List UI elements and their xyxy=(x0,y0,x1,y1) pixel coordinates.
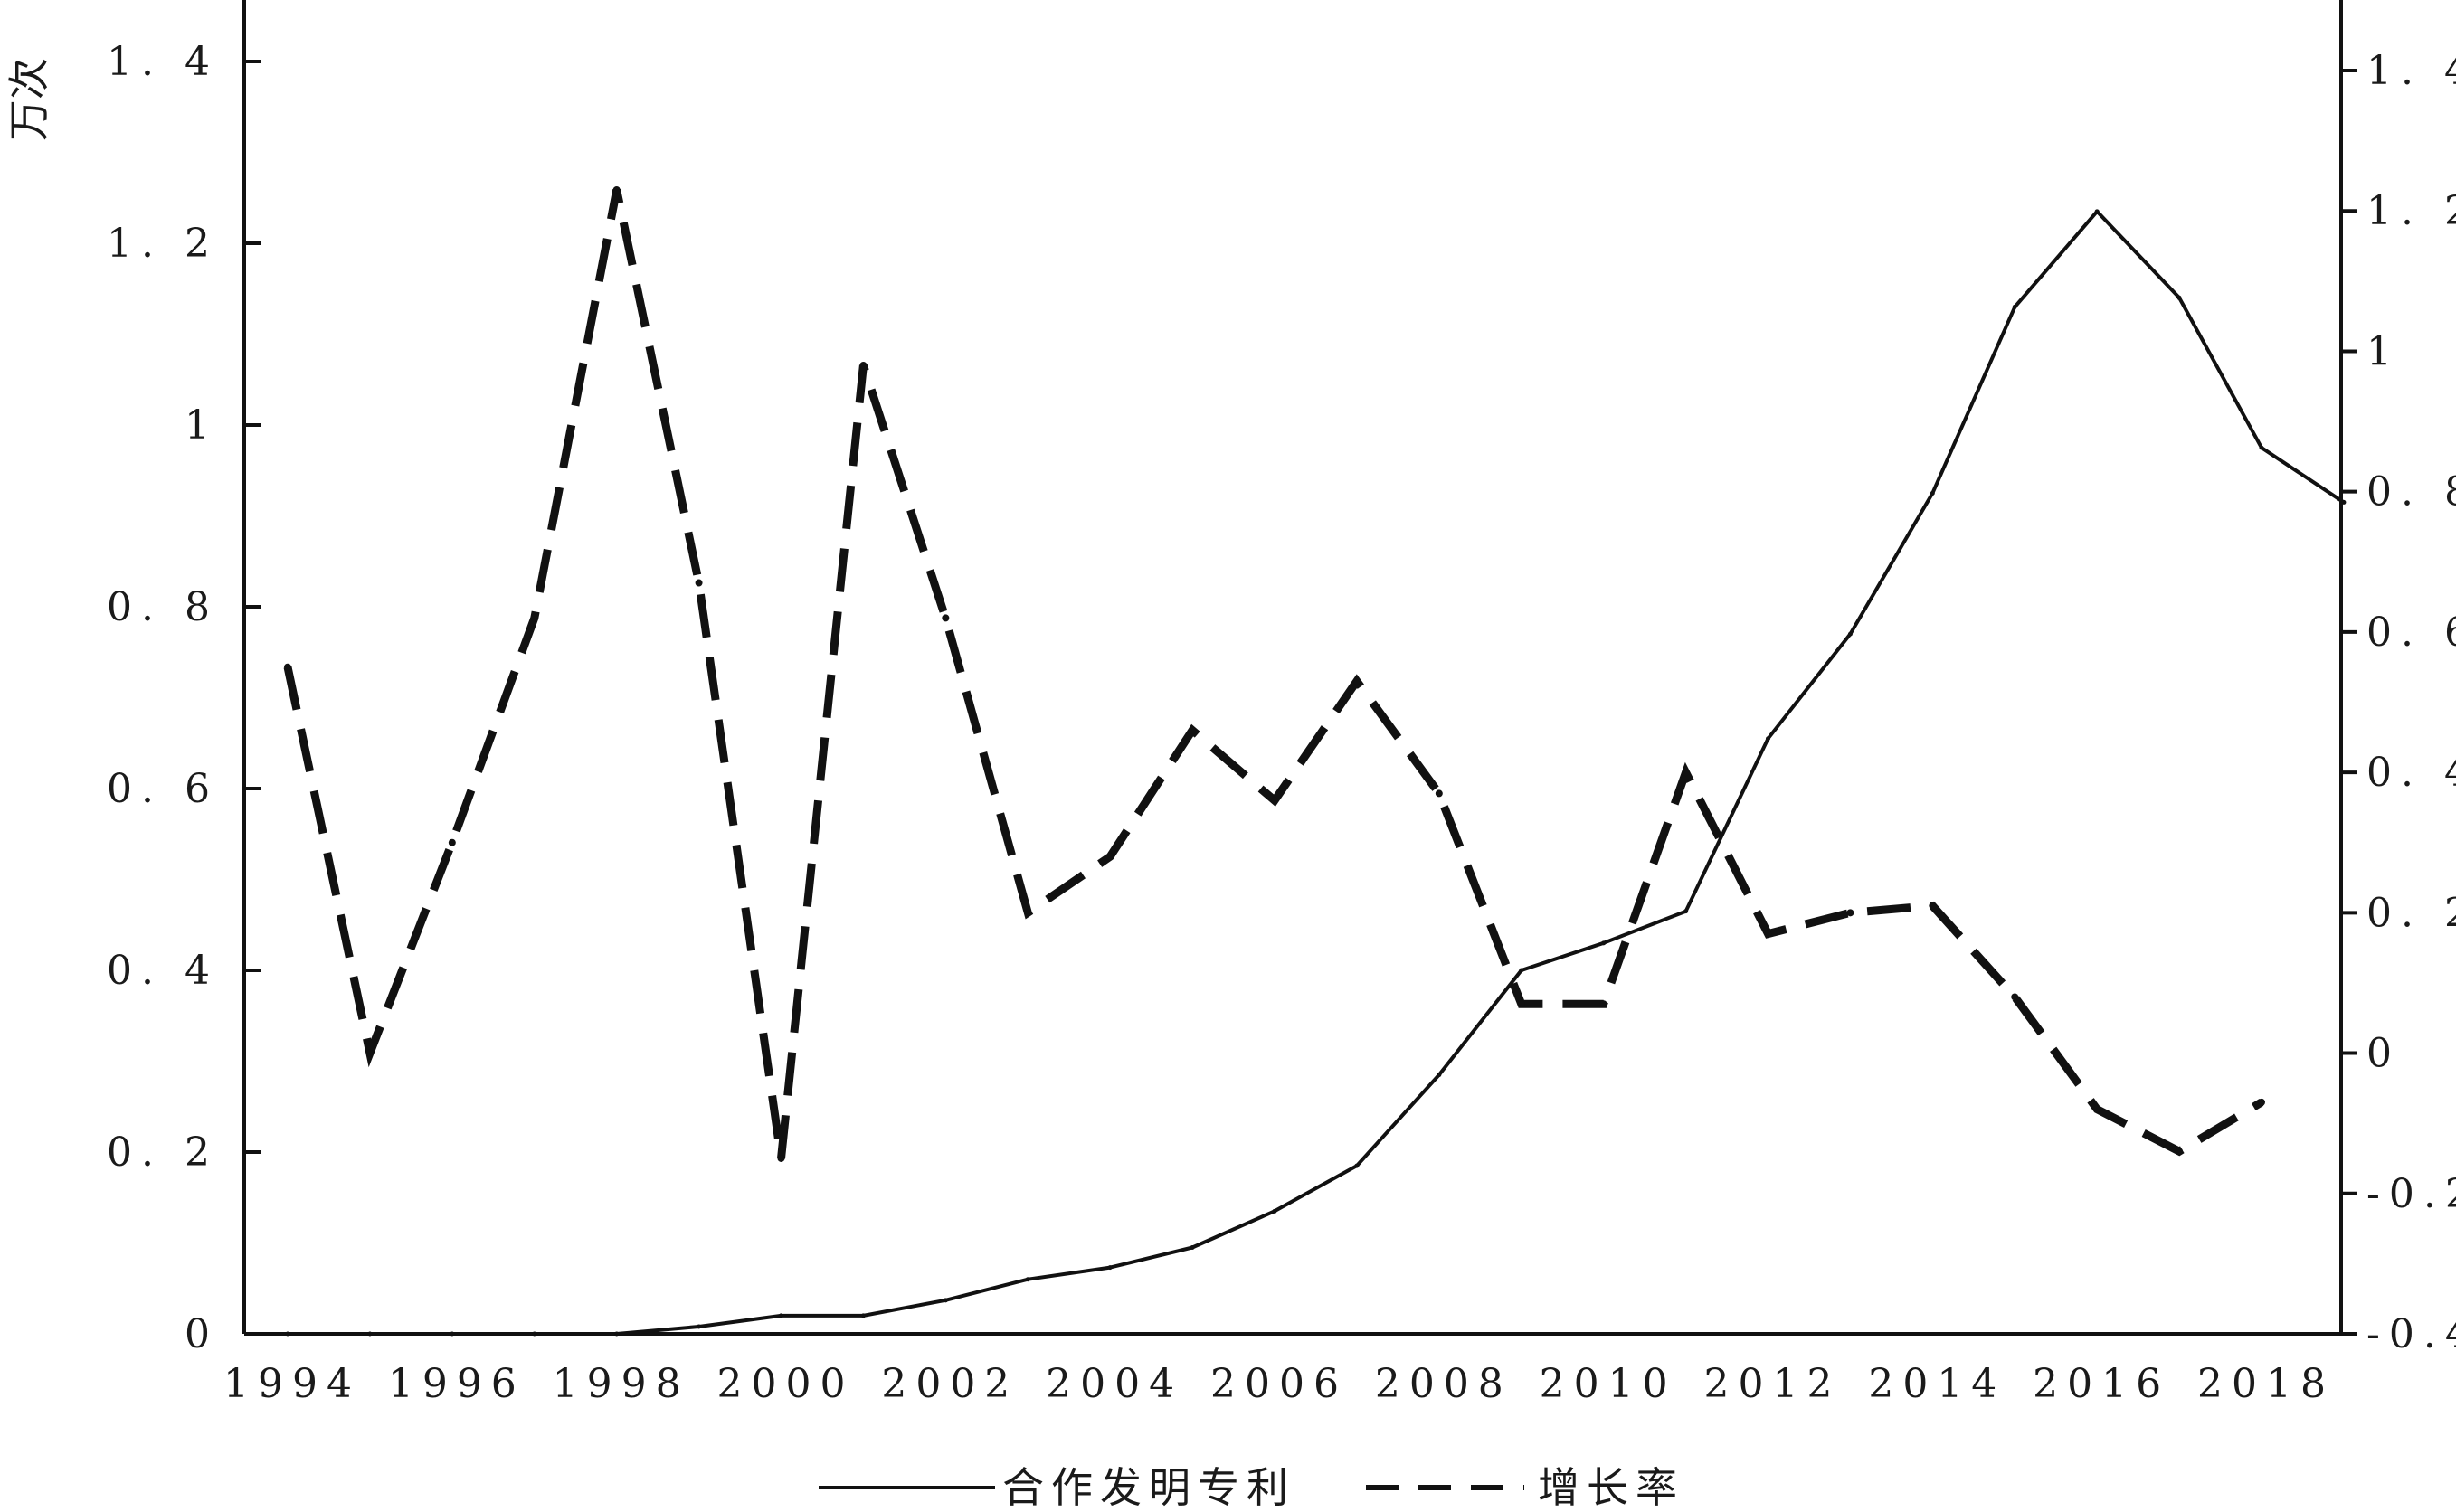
right-y-tick-label: 0. 2 xyxy=(2366,890,2456,936)
data-point-patents xyxy=(697,1324,702,1329)
data-point-growth xyxy=(1599,1000,1607,1008)
legend-label-patents: 合作发明专利 xyxy=(1002,1463,1295,1512)
x-tick-label: 2010 xyxy=(1540,1361,1677,1407)
data-point-patents xyxy=(614,1331,620,1337)
data-point-patents xyxy=(1519,968,1524,973)
data-point-patents xyxy=(943,1298,948,1303)
data-point-patents xyxy=(367,1331,373,1337)
right-y-tick-label: 0. 4 xyxy=(2366,750,2456,796)
data-point-patents xyxy=(2094,209,2100,214)
data-point-growth xyxy=(1435,789,1443,798)
data-point-growth xyxy=(1517,1000,1525,1008)
right-y-tick-label: -0.4 xyxy=(2366,1311,2456,1357)
left-y-tick-label: 1 xyxy=(185,402,219,449)
data-point-patents xyxy=(1683,909,1689,914)
data-point-patents xyxy=(1190,1245,1195,1251)
data-point-growth xyxy=(1024,909,1032,917)
series-line-growth xyxy=(283,188,2264,1159)
left-y-tick-label: 1. 4 xyxy=(107,39,219,85)
x-tick-label: 1996 xyxy=(388,1361,526,1407)
data-point-growth xyxy=(365,1049,374,1057)
data-point-patents xyxy=(450,1331,455,1337)
data-point-patents xyxy=(1025,1277,1030,1282)
left-y-tick-label: 0. 6 xyxy=(107,766,219,812)
right-y-tick-label: 1. 2 xyxy=(2366,188,2456,234)
data-point-growth xyxy=(2176,1148,2184,1156)
x-tick-label: 1998 xyxy=(553,1361,690,1407)
data-point-growth xyxy=(1682,769,1690,777)
data-point-growth xyxy=(695,579,703,587)
data-point-growth xyxy=(448,838,456,846)
right-y-tick-label: 1 xyxy=(2366,328,2401,374)
data-point-patents xyxy=(532,1331,537,1337)
x-tick-label: 2014 xyxy=(1868,1361,2006,1407)
data-point-patents xyxy=(1272,1208,1277,1214)
right-y-tick-label: 0 xyxy=(2366,1031,2401,1077)
right-y-tick-label: 0. 8 xyxy=(2366,469,2456,515)
y-axis-title: 万次 xyxy=(5,58,53,141)
series-line-patents xyxy=(288,209,2346,1336)
x-tick-label: 2016 xyxy=(2033,1361,2170,1407)
data-point-growth xyxy=(1106,853,1114,861)
axes: 0 0. 2 0. 4 0. 6 0. 8 1 1. 2 1. 4 -0.4 -0.2 0 0. 2 0… xyxy=(107,0,2456,1407)
x-tick-label: 1994 xyxy=(223,1361,361,1407)
data-point-patents xyxy=(779,1313,783,1318)
left-y-tick-label: 0. 2 xyxy=(107,1129,219,1176)
data-point-patents xyxy=(1354,1163,1360,1168)
data-point-patents xyxy=(1107,1265,1113,1271)
data-point-growth xyxy=(2011,993,2019,1001)
data-point-growth xyxy=(1189,726,1197,734)
x-tick-label: 2004 xyxy=(1046,1361,1183,1407)
data-point-patents xyxy=(1766,736,1770,742)
right-y-tick-label: -0.2 xyxy=(2366,1171,2456,1217)
x-tick-label: 2008 xyxy=(1375,1361,1512,1407)
x-tick-label: 2012 xyxy=(1704,1361,1842,1407)
data-point-patents xyxy=(285,1331,290,1337)
legend-label-growth: 增长率 xyxy=(1538,1463,1684,1512)
data-point-patents xyxy=(1601,940,1607,946)
data-point-growth xyxy=(1929,902,1937,910)
data-point-growth xyxy=(2258,1098,2265,1106)
data-point-growth xyxy=(777,1154,785,1162)
data-point-patents xyxy=(2259,445,2264,450)
left-y-tick-label: 1. 2 xyxy=(107,221,219,267)
left-y-tick-label: 0. 8 xyxy=(107,584,219,630)
x-tick-label: 2006 xyxy=(1210,1361,1348,1407)
data-point-patents xyxy=(2341,499,2347,505)
x-tick-label: 2018 xyxy=(2197,1361,2335,1407)
left-y-tick-label: 0. 4 xyxy=(107,948,219,994)
left-y-tick-label: 0 xyxy=(185,1311,219,1357)
data-point-growth xyxy=(1764,930,1772,938)
data-point-growth xyxy=(1271,797,1278,805)
data-point-patents xyxy=(860,1313,866,1318)
legend: 合作发明专利 增长率 xyxy=(819,1463,1684,1512)
data-point-growth xyxy=(530,614,538,622)
x-tick-label: 2000 xyxy=(717,1361,855,1407)
data-point-growth xyxy=(942,614,950,622)
data-point-patents xyxy=(2176,295,2182,300)
data-point-growth xyxy=(859,361,868,369)
data-point-patents xyxy=(2012,304,2017,309)
data-point-growth xyxy=(2093,1105,2101,1113)
right-y-tick-label: 1. 4 xyxy=(2366,48,2456,94)
data-point-growth xyxy=(1352,677,1361,685)
data-point-growth xyxy=(1846,909,1854,917)
data-point-patents xyxy=(1437,1073,1442,1078)
data-point-growth xyxy=(612,185,621,194)
series-lines xyxy=(283,185,2347,1337)
data-point-patents xyxy=(1930,490,1935,496)
right-y-tick-label: 0. 6 xyxy=(2366,610,2456,656)
data-point-patents xyxy=(1847,631,1853,637)
x-tick-label: 2002 xyxy=(881,1361,1019,1407)
data-point-growth xyxy=(284,663,291,671)
